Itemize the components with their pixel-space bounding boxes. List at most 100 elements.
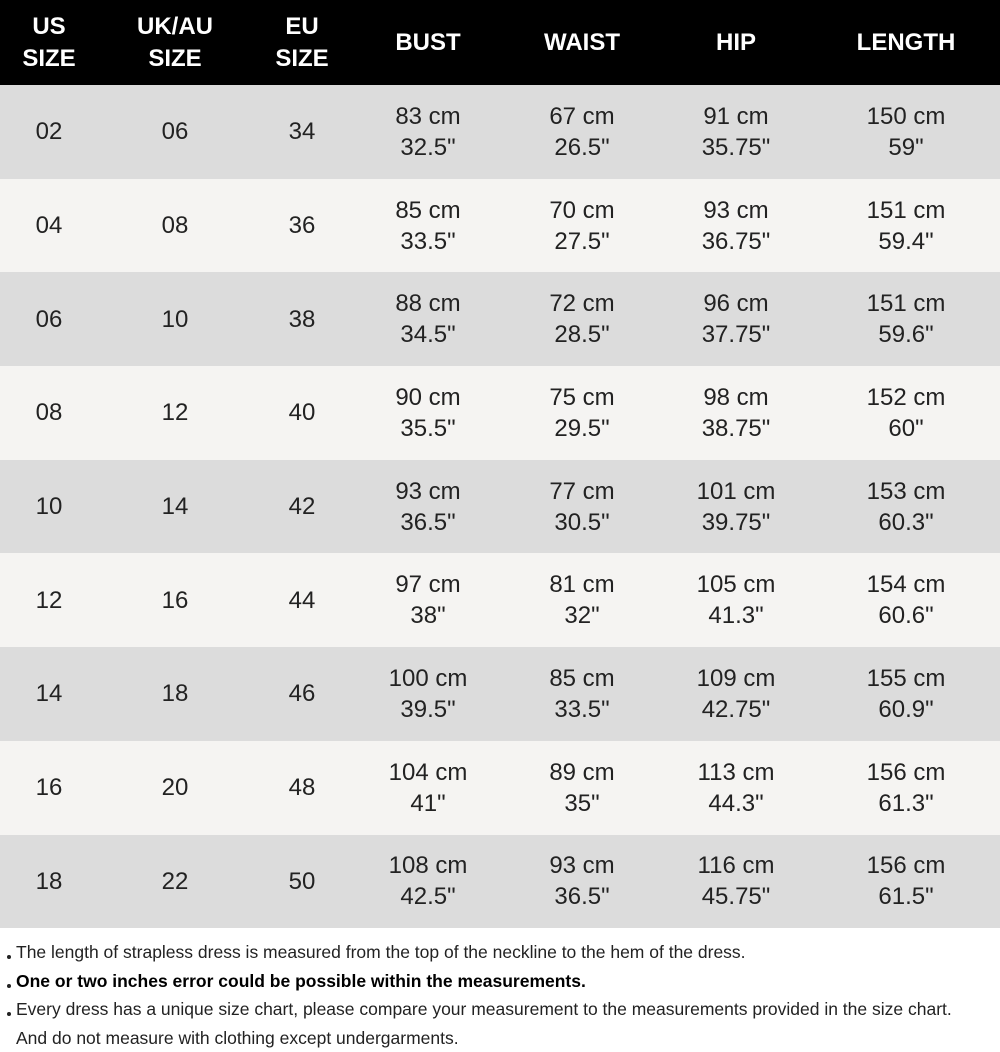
cell-text: SIZE bbox=[148, 44, 202, 72]
cell: 06 bbox=[0, 272, 98, 366]
cell: 34 bbox=[252, 85, 352, 179]
cell-text: 39.75" bbox=[701, 508, 771, 536]
cell: 04 bbox=[0, 179, 98, 273]
cell-text: 116 cm bbox=[697, 852, 775, 880]
cell-text: 38 bbox=[288, 305, 316, 333]
cell: 18 bbox=[98, 647, 252, 741]
cell: 108 cm 42.5" bbox=[352, 835, 504, 929]
cell-text: 60" bbox=[888, 414, 924, 442]
cell-text: 29.5" bbox=[554, 414, 610, 442]
cell: 02 bbox=[0, 85, 98, 179]
bullet bbox=[7, 1012, 11, 1017]
cell-text: 154 cm bbox=[866, 571, 946, 599]
cell: 67 cm 26.5" bbox=[504, 85, 660, 179]
cell: 44 bbox=[252, 553, 352, 647]
cell-text: 46 bbox=[288, 680, 316, 708]
cell: 16 bbox=[98, 553, 252, 647]
bullet bbox=[7, 955, 11, 960]
cell: 85 cm 33.5" bbox=[352, 179, 504, 273]
cell: 70 cm 27.5" bbox=[504, 179, 660, 273]
cell-text: 04 bbox=[35, 212, 63, 240]
cell: 48 bbox=[252, 741, 352, 835]
cell-text: 152 cm bbox=[866, 383, 946, 411]
cell-text: 16 bbox=[35, 774, 63, 802]
note: One or two inches error could be possibl… bbox=[4, 967, 980, 996]
cell: 75 cm 29.5" bbox=[504, 366, 660, 460]
cell: 42 bbox=[252, 460, 352, 554]
cell: 93 cm 36.5" bbox=[352, 460, 504, 554]
cell: 12 bbox=[98, 366, 252, 460]
cell: 85 cm 33.5" bbox=[504, 647, 660, 741]
cell-text: 08 bbox=[161, 212, 189, 240]
cell-text: 70 cm bbox=[549, 196, 615, 224]
cell-text: 41" bbox=[410, 789, 446, 817]
cell-text: WAIST bbox=[544, 28, 620, 56]
cell-text: 105 cm bbox=[696, 571, 776, 599]
bullet bbox=[7, 983, 11, 988]
cell: US SIZE bbox=[0, 0, 98, 85]
cell: 91 cm 35.75" bbox=[660, 85, 812, 179]
cell: 14 bbox=[0, 647, 98, 741]
notes: The length of strapless dress is measure… bbox=[0, 928, 1000, 1052]
cell: 116 cm 45.75" bbox=[660, 835, 812, 929]
cell: 150 cm 59" bbox=[812, 85, 1000, 179]
cell: UK/AU SIZE bbox=[98, 0, 252, 85]
cell-text: 93 cm bbox=[395, 477, 461, 505]
cell: 06 bbox=[98, 85, 252, 179]
table-row: 02 06 34 83 cm 32.5" 67 cm 26.5" 91 cm 35.75" 150… bbox=[0, 85, 1000, 179]
note-text: The length of strapless dress is measure… bbox=[16, 942, 746, 963]
cell-text: UK/AU bbox=[137, 12, 213, 40]
cell-text: 32" bbox=[564, 602, 600, 630]
table-row: 12 16 44 97 cm 38" 81 cm 32" 105 cm 41.3" 154 cm 6… bbox=[0, 553, 1000, 648]
cell-text: 16 bbox=[161, 586, 189, 614]
cell: 14 bbox=[98, 460, 252, 554]
cell: LENGTH bbox=[812, 0, 1000, 85]
cell: 12 bbox=[0, 553, 98, 647]
note: Every dress has a unique size chart, ple… bbox=[4, 995, 980, 1052]
cell-text: 35" bbox=[564, 789, 600, 817]
cell: 90 cm 35.5" bbox=[352, 366, 504, 460]
cell: 18 bbox=[0, 835, 98, 929]
cell-text: 60.9" bbox=[878, 695, 934, 723]
cell-text: BUST bbox=[395, 28, 461, 56]
cell-text: 38.75" bbox=[701, 414, 771, 442]
cell-text: 96 cm bbox=[703, 290, 769, 318]
cell-text: 34.5" bbox=[400, 321, 456, 349]
cell-text: 20 bbox=[161, 774, 189, 802]
cell: 77 cm 30.5" bbox=[504, 460, 660, 554]
cell-text: 18 bbox=[161, 680, 189, 708]
cell-text: 89 cm bbox=[549, 758, 615, 786]
cell-text: 104 cm bbox=[388, 758, 468, 786]
table-row: 10 14 42 93 cm 36.5" 77 cm 30.5" 101 cm 39.75" 15… bbox=[0, 459, 1000, 554]
cell-text: 26.5" bbox=[554, 133, 610, 161]
cell-text: 61.5" bbox=[878, 883, 934, 911]
cell-text: EU bbox=[285, 12, 319, 40]
cell-text: 10 bbox=[35, 493, 63, 521]
cell-text: US bbox=[32, 12, 66, 40]
cell-text: 06 bbox=[35, 305, 63, 333]
cell-text: 27.5" bbox=[554, 227, 610, 255]
cell: 156 cm 61.5" bbox=[812, 835, 1000, 929]
cell: 151 cm 59.6" bbox=[812, 272, 1000, 366]
cell-text: 45.75" bbox=[701, 883, 771, 911]
cell-text: 10 bbox=[161, 305, 189, 333]
cell-text: 42.5" bbox=[400, 883, 456, 911]
cell-text: 35.75" bbox=[701, 133, 771, 161]
cell: 96 cm 37.75" bbox=[660, 272, 812, 366]
cell: 16 bbox=[0, 741, 98, 835]
cell: 152 cm 60" bbox=[812, 366, 1000, 460]
cell: 98 cm 38.75" bbox=[660, 366, 812, 460]
cell: 38 bbox=[252, 272, 352, 366]
cell-text: 34 bbox=[288, 118, 316, 146]
cell-text: 41.3" bbox=[708, 602, 764, 630]
note-text: One or two inches error could be possibl… bbox=[16, 970, 586, 991]
cell: 83 cm 32.5" bbox=[352, 85, 504, 179]
cell-text: 30.5" bbox=[554, 508, 610, 536]
cell: HIP bbox=[660, 0, 812, 85]
cell: 101 cm 39.75" bbox=[660, 460, 812, 554]
cell-text: 08 bbox=[35, 399, 63, 427]
cell-text: 33.5" bbox=[554, 695, 610, 723]
table-row: 16 20 48 104 cm 41" 89 cm 35" 113 cm 44.3" 156 cm… bbox=[0, 740, 1000, 835]
cell: 22 bbox=[98, 835, 252, 929]
